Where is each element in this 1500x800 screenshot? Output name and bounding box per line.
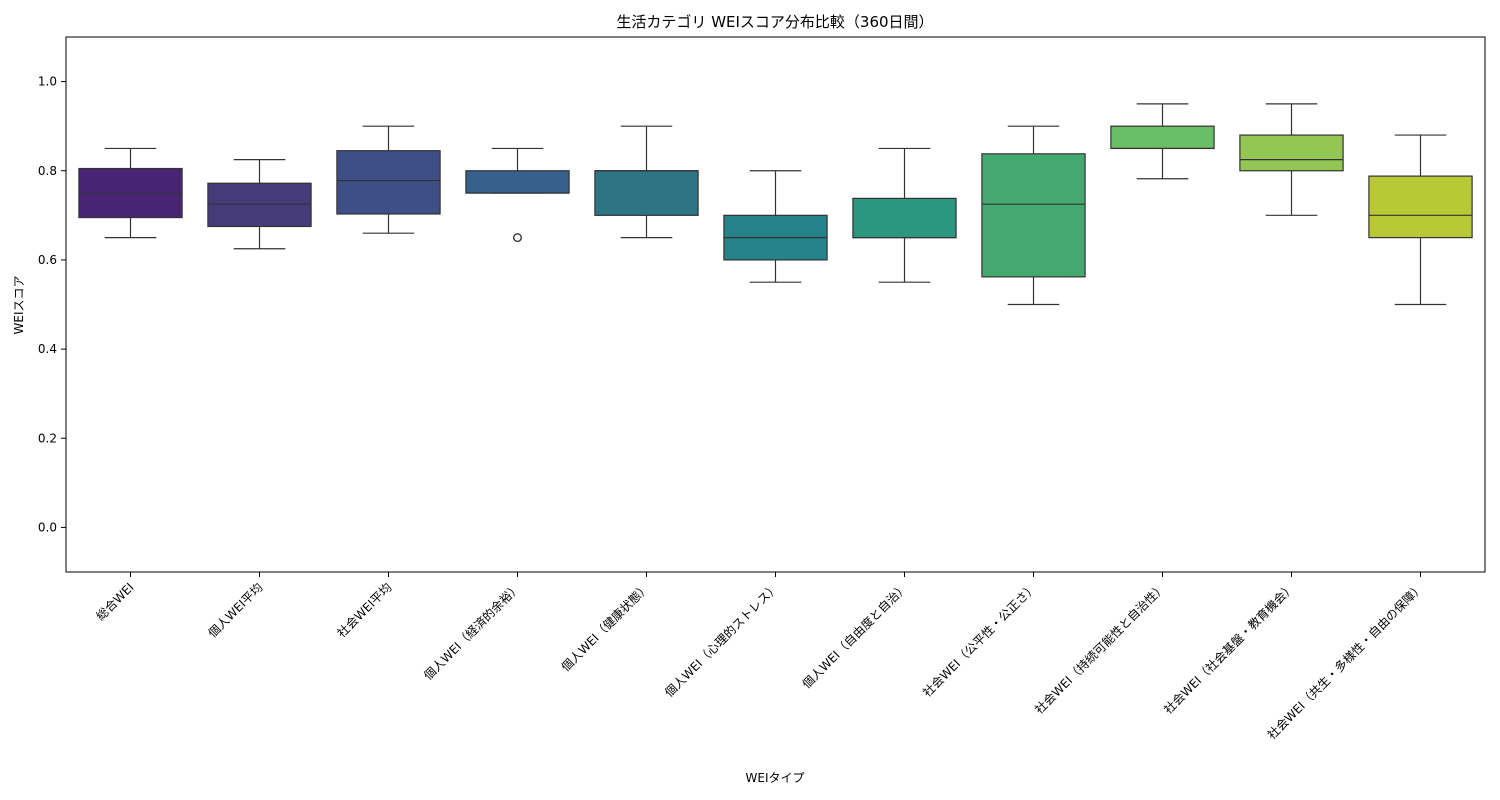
chart-title: 生活カテゴリ WEIスコア分布比較（360日間） <box>616 13 933 31</box>
y-tick-label: 0.4 <box>38 342 57 356</box>
y-axis-label: WEIスコア <box>12 276 26 335</box>
x-tick-label: 個人WEI平均 <box>206 580 266 640</box>
y-tick-label: 1.0 <box>38 75 57 89</box>
box <box>1368 175 1473 239</box>
box <box>207 182 312 228</box>
x-tick-label: 総合WEI <box>93 580 137 624</box>
x-tick-label: 社会WEI（公平性・公正さ） <box>919 580 1039 700</box>
box <box>1110 125 1215 150</box>
box <box>336 150 441 215</box>
outlier-point <box>513 233 523 243</box>
box <box>852 197 957 239</box>
y-tick-label: 0.6 <box>38 253 57 267</box>
box <box>981 153 1086 278</box>
x-tick-label: 個人WEI（心理的ストレス） <box>661 580 781 700</box>
y-tick-label: 0.2 <box>38 431 57 445</box>
box <box>1239 134 1344 172</box>
plot-frame <box>65 36 1486 573</box>
x-tick-label: 個人WEI（健康状態） <box>558 580 653 675</box>
x-tick-label: 個人WEI（経済的余裕） <box>420 580 523 683</box>
y-tick-label: 0.0 <box>38 520 57 534</box>
box <box>594 170 699 216</box>
y-tick-label: 0.8 <box>38 164 57 178</box>
x-tick-label: 社会WEI（持続可能性と自治性） <box>1031 580 1168 717</box>
x-axis-label: WEIタイプ <box>746 771 805 785</box>
x-tick-label: 社会WEI（社会基盤・教育機会） <box>1160 580 1297 717</box>
box <box>465 170 570 194</box>
x-tick-label: 社会WEI平均 <box>334 580 395 641</box>
x-tick-label: 個人WEI（自由度と自治） <box>799 580 911 692</box>
x-tick-label: 社会WEI（共生・多様性・自由の保障） <box>1264 580 1427 743</box>
